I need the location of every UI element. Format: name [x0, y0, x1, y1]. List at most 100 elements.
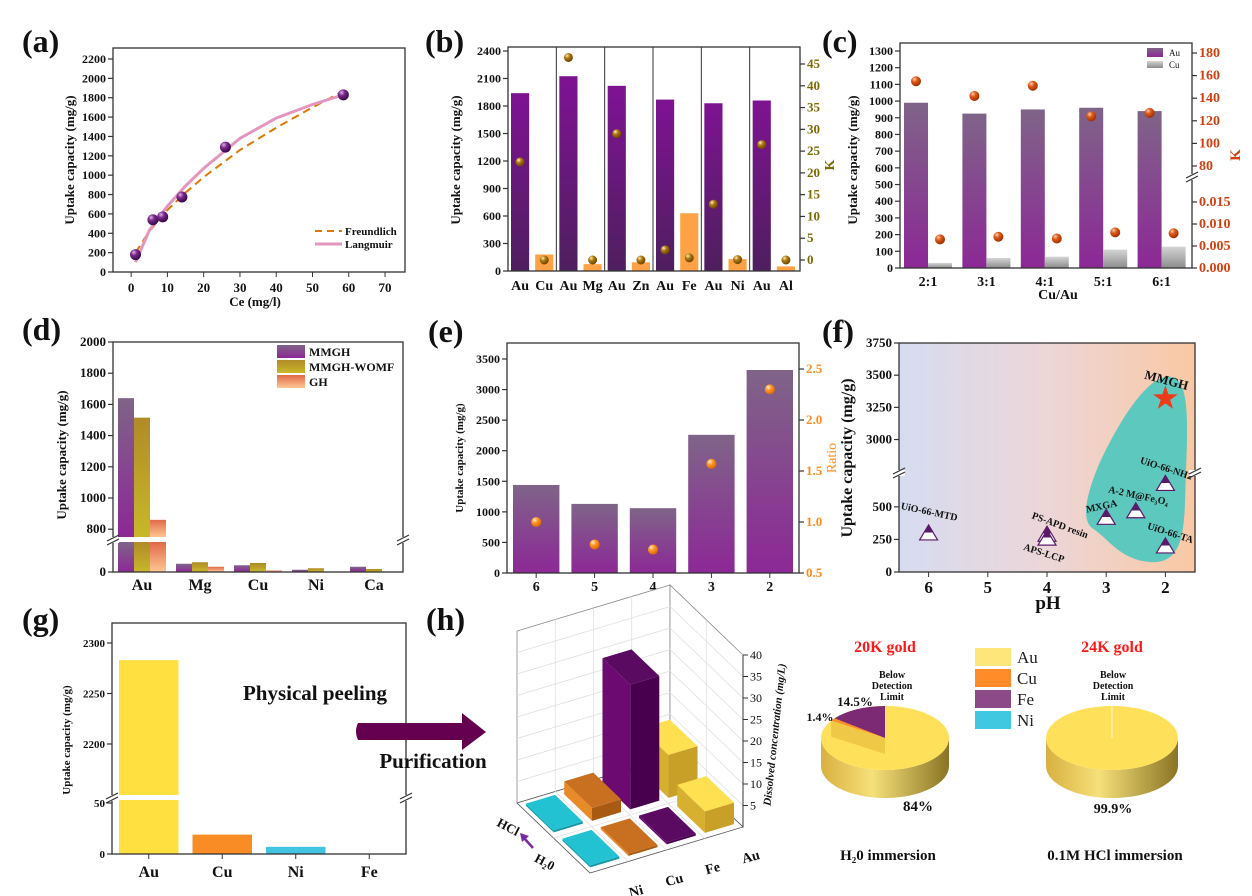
- y2-axis-label: K: [823, 159, 838, 170]
- x-axis-label: Cu/Au: [1038, 288, 1078, 303]
- x-tick-label: 0: [128, 280, 135, 295]
- pie-value-label: 14.5%: [837, 694, 873, 709]
- x-tick-label: Mg: [582, 279, 602, 294]
- y-tick-label: 1.5: [806, 463, 823, 478]
- y-tick-label: 35: [807, 100, 821, 115]
- y-tick-label: 1200: [82, 149, 106, 163]
- data-point: [1086, 111, 1097, 122]
- plot-frame-a: [112, 47, 406, 273]
- legend-label: MMGH-WOMF: [309, 360, 394, 374]
- data-point: [733, 255, 743, 265]
- data-point: [337, 89, 349, 101]
- x-tick-label: Cu: [248, 577, 269, 594]
- row-label: HCl: [495, 815, 523, 839]
- x-tick-label: 70: [379, 280, 392, 295]
- y-tick-label: 1000: [82, 168, 106, 182]
- axis-break-mark: [1185, 175, 1199, 183]
- y-tick-label: 2.0: [806, 412, 822, 427]
- x-tick-label: 2: [1161, 578, 1170, 597]
- below-detection-note: Below: [879, 670, 906, 681]
- x-tick-label: 4:1: [1035, 275, 1054, 290]
- y-tick-label: 0: [887, 261, 893, 275]
- y-tick-label: 2100: [477, 72, 501, 86]
- legend-swatch-fe: [975, 690, 1011, 708]
- gridline: [516, 692, 744, 763]
- axis-break-gap: [893, 470, 905, 476]
- legend-label: Freundlich: [345, 226, 397, 238]
- x-tick-label: 4: [650, 580, 657, 595]
- y-tick-label: 900: [483, 182, 501, 196]
- below-detection-note: Detection: [1093, 681, 1134, 692]
- gridline: [516, 670, 744, 742]
- bar-mmgh-womf: [250, 563, 266, 572]
- y-tick-label: 2000: [476, 444, 500, 458]
- bar-mmgh-lower: [118, 542, 134, 572]
- axis-break-mark: [106, 538, 120, 546]
- bar-mmgh: [176, 563, 192, 572]
- x-tick-label: Au: [608, 279, 626, 294]
- x-category-label: Fe: [704, 860, 722, 878]
- x-tick-label: 3: [1102, 578, 1111, 597]
- x-tick-label: 2:1: [919, 275, 938, 290]
- x-axis-label: pH: [1035, 593, 1061, 614]
- x-tick-label: 5:1: [1094, 275, 1113, 290]
- bar-au: [704, 103, 723, 271]
- bar-ni: [728, 259, 747, 271]
- bar3d-front-fe: [630, 675, 660, 810]
- x-tick-label: 6: [924, 578, 933, 597]
- bar-gh: [266, 570, 282, 572]
- y-axis-label: Uptake capacity (mg/g): [62, 95, 77, 224]
- y-tick-label: 1200: [869, 61, 893, 75]
- triangle-marker: [1036, 528, 1058, 546]
- plot-frame-e: [506, 342, 800, 574]
- y-tick-label: 0: [886, 564, 893, 579]
- y-tick-label: 600: [88, 207, 106, 221]
- data-point: [660, 245, 670, 255]
- y-tick-label: 700: [875, 144, 893, 158]
- data-point: [764, 384, 775, 395]
- bar-au: [656, 99, 675, 271]
- y-tick-label: 140: [1199, 91, 1220, 106]
- legend-swatch-au: [1147, 48, 1163, 57]
- legend-label: Cu: [1169, 60, 1180, 70]
- fit-curve-langmuir: [134, 93, 344, 263]
- bar-fe: [680, 213, 699, 271]
- bar-cu: [1103, 249, 1128, 268]
- x-axis-label: Ce (mg/l): [229, 294, 281, 309]
- y-tick-label: 160: [1199, 69, 1220, 84]
- axis-break-mark: [1188, 471, 1202, 479]
- y-axis-label: Uptake capacity (mg/g): [839, 378, 856, 537]
- bar-mmgh-womf-lower: [134, 542, 150, 572]
- data-point: [219, 141, 231, 153]
- bar-ph-3: [688, 434, 735, 573]
- bar-cu: [192, 834, 252, 854]
- gridline: [516, 649, 744, 720]
- bar3d-side-au: [677, 784, 705, 833]
- bar3d-front-ni: [590, 856, 620, 868]
- y-tick-label: 1800: [80, 365, 106, 380]
- below-detection-note: Below: [1100, 670, 1127, 681]
- y-tick-label: 1600: [80, 396, 106, 411]
- data-point: [781, 255, 791, 265]
- bar-zn: [631, 262, 650, 271]
- y-tick-label: 0.5: [806, 565, 823, 580]
- y-tick-label: 25: [807, 143, 821, 158]
- y-tick-label: 120: [1199, 114, 1220, 129]
- y-tick-label: 3250: [866, 399, 892, 414]
- x-tick-label: 6: [533, 580, 540, 595]
- x-tick-label: 4: [1043, 578, 1052, 597]
- axis-break-gap: [1189, 470, 1201, 476]
- pie-title: 20K gold: [854, 639, 916, 656]
- triangle-marker: [1096, 508, 1117, 525]
- axis-break-mark: [399, 792, 413, 800]
- data-point: [1168, 228, 1179, 239]
- bar-au: [962, 113, 987, 268]
- z-tick-label: 5: [750, 799, 756, 813]
- x-tick-label: Cu: [535, 279, 553, 294]
- axis-break-gap: [400, 795, 412, 801]
- y-tick-label: 0.010: [1199, 217, 1231, 232]
- y-tick-label: 300: [483, 237, 501, 251]
- y-tick-label: 300: [875, 211, 893, 225]
- y-tick-label: 45: [807, 56, 821, 71]
- y-tick-label: 1300: [869, 44, 893, 58]
